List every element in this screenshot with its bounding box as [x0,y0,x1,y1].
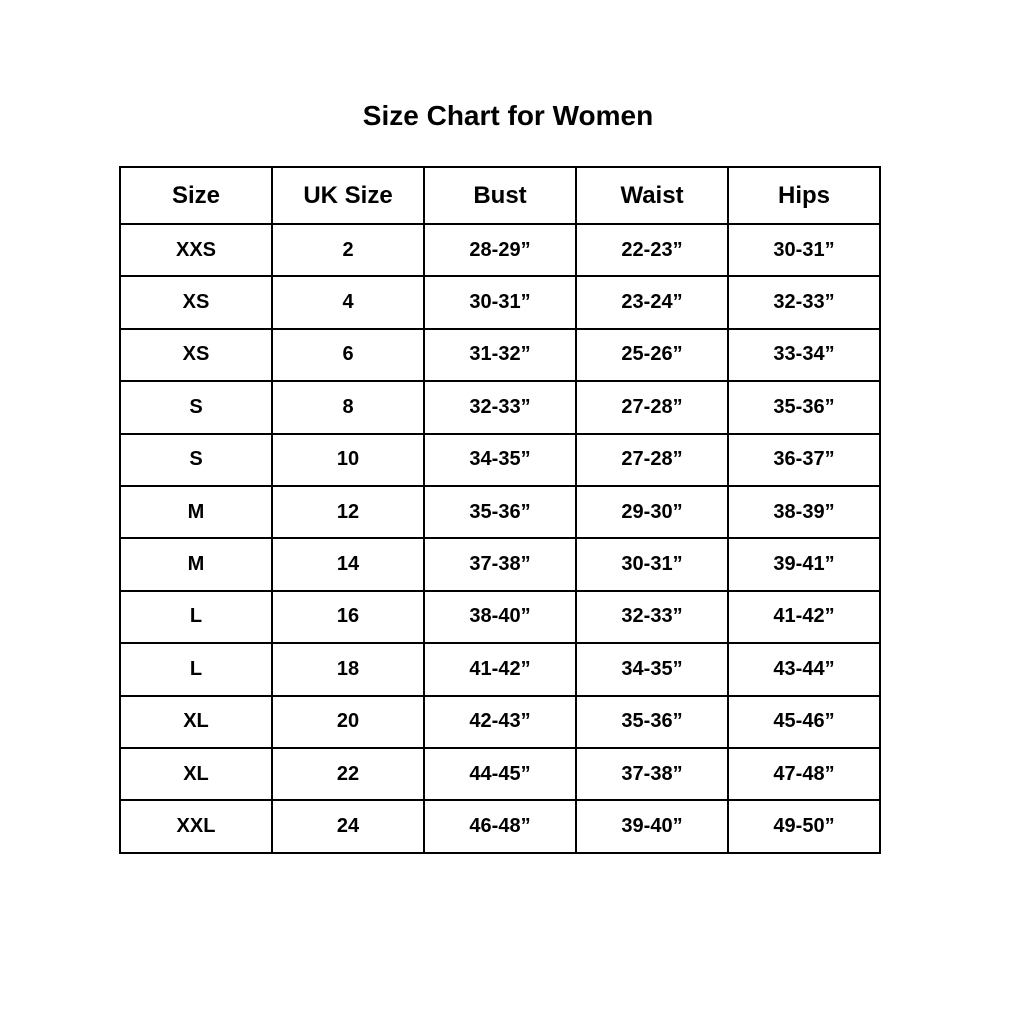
table-cell: 37-38” [423,537,577,592]
table-cell: 34-35” [423,432,577,487]
table-cell: 18 [271,642,425,697]
column-header: Waist [575,166,729,225]
table-cell: 34-35” [575,642,729,697]
table-cell: 35-36” [727,380,881,435]
table-cell: 12 [271,484,425,540]
table-cell: 37-38” [575,746,729,802]
table-row: L 16 38-40” 32-33” 41-42” [119,589,881,645]
table-cell: 20 [271,694,425,749]
page-title: Size Chart for Women [362,100,654,131]
table-cell: 27-28” [575,432,729,487]
table-cell: XXS [119,222,273,278]
table-cell: 6 [271,327,425,383]
table-cell: 41-42” [423,642,577,697]
table-cell: 43-44” [727,642,881,697]
size-chart-table: Size UK Size Bust Waist Hips XXS 2 28-29” 22-23… [119,166,881,854]
table-row: M 14 37-38” 30-31” 39-41” [119,537,881,592]
table-row: XL 22 44-45” 37-38” 47-48” [119,746,881,802]
table-row: S 8 32-33” 27-28” 35-36” [119,380,881,435]
table-cell: 39-40” [575,799,729,854]
table-cell: 44-45” [423,746,577,802]
table-cell: 10 [271,432,425,487]
table-cell: 30-31” [727,222,881,278]
table-cell: XS [119,327,273,383]
table-cell: 35-36” [423,484,577,540]
table-cell: L [119,589,273,645]
table-cell: 47-48” [727,746,881,802]
table-cell: 32-33” [575,589,729,645]
table-cell: 16 [271,589,425,645]
table-cell: 2 [271,222,425,278]
table-cell: 14 [271,537,425,592]
table-cell: 39-41” [727,537,881,592]
table-cell: 22 [271,746,425,802]
table-cell: 27-28” [575,380,729,435]
table-cell: 28-29” [423,222,577,278]
table-cell: 22-23” [575,222,729,278]
table-cell: 42-43” [423,694,577,749]
table-cell: 33-34” [727,327,881,383]
table-cell: 23-24” [575,275,729,330]
table-row: XL 20 42-43” 35-36” 45-46” [119,694,881,749]
table-cell: XS [119,275,273,330]
table-cell: 32-33” [727,275,881,330]
table-row: XXS 2 28-29” 22-23” 30-31” [119,222,881,278]
table-cell: XXL [119,799,273,854]
table-cell: 4 [271,275,425,330]
table-cell: 41-42” [727,589,881,645]
table-cell: 45-46” [727,694,881,749]
table-cell: 24 [271,799,425,854]
table-cell: 25-26” [575,327,729,383]
table-row: XXL 24 46-48” 39-40” 49-50” [119,799,881,854]
table-row: M 12 35-36” 29-30” 38-39” [119,484,881,540]
table-row: S 10 34-35” 27-28” 36-37” [119,432,881,487]
table-cell: S [119,432,273,487]
table-row: L 18 41-42” 34-35” 43-44” [119,642,881,697]
table-cell: 30-31” [423,275,577,330]
table-cell: M [119,537,273,592]
table-cell: 38-40” [423,589,577,645]
table-row: XS 4 30-31” 23-24” 32-33” [119,275,881,330]
table-cell: 31-32” [423,327,577,383]
table-cell: 30-31” [575,537,729,592]
table-cell: 32-33” [423,380,577,435]
table-cell: 35-36” [575,694,729,749]
table-cell: 8 [271,380,425,435]
table-cell: XL [119,746,273,802]
table-cell: XL [119,694,273,749]
table-cell: L [119,642,273,697]
table-body: XXS 2 28-29” 22-23” 30-31” XS 4 30-31” 23-24” 32-… [119,222,881,854]
column-header: UK Size [271,166,425,225]
table-cell: 46-48” [423,799,577,854]
table-cell: 36-37” [727,432,881,487]
table-cell: 29-30” [575,484,729,540]
table-header-row: Size UK Size Bust Waist Hips [119,166,881,225]
column-header: Hips [727,166,881,225]
table-row: XS 6 31-32” 25-26” 33-34” [119,327,881,383]
table-cell: S [119,380,273,435]
table-cell: 38-39” [727,484,881,540]
column-header: Bust [423,166,577,225]
table-cell: M [119,484,273,540]
table-cell: 49-50” [727,799,881,854]
column-header: Size [119,166,273,225]
